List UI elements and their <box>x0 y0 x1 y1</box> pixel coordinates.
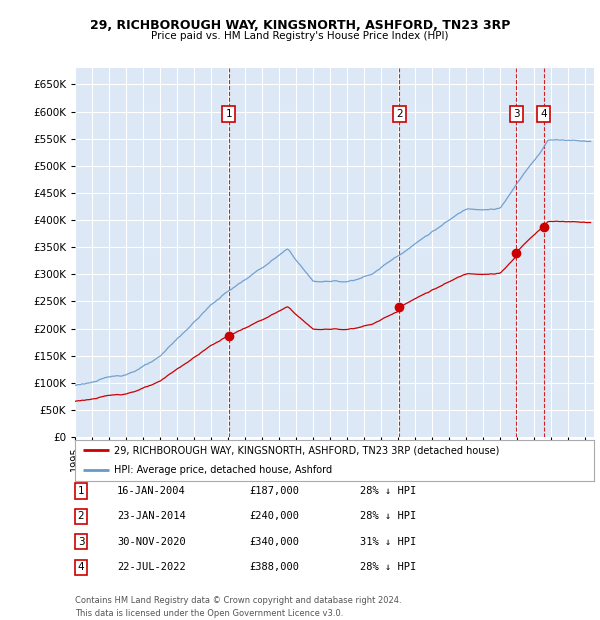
Text: 3: 3 <box>77 537 85 547</box>
Text: Contains HM Land Registry data © Crown copyright and database right 2024.: Contains HM Land Registry data © Crown c… <box>75 596 401 605</box>
Text: 31% ↓ HPI: 31% ↓ HPI <box>360 537 416 547</box>
Text: 2: 2 <box>396 109 403 119</box>
Text: 16-JAN-2004: 16-JAN-2004 <box>117 486 186 496</box>
Text: 28% ↓ HPI: 28% ↓ HPI <box>360 512 416 521</box>
Text: 1: 1 <box>226 109 232 119</box>
Text: 4: 4 <box>77 562 85 572</box>
Text: Price paid vs. HM Land Registry's House Price Index (HPI): Price paid vs. HM Land Registry's House … <box>151 31 449 41</box>
Text: £187,000: £187,000 <box>249 486 299 496</box>
Text: 22-JUL-2022: 22-JUL-2022 <box>117 562 186 572</box>
Text: 3: 3 <box>513 109 520 119</box>
Text: £240,000: £240,000 <box>249 512 299 521</box>
Text: 28% ↓ HPI: 28% ↓ HPI <box>360 562 416 572</box>
Text: This data is licensed under the Open Government Licence v3.0.: This data is licensed under the Open Gov… <box>75 609 343 619</box>
Text: 29, RICHBOROUGH WAY, KINGSNORTH, ASHFORD, TN23 3RP: 29, RICHBOROUGH WAY, KINGSNORTH, ASHFORD… <box>90 19 510 32</box>
Text: 1: 1 <box>77 486 85 496</box>
Text: £388,000: £388,000 <box>249 562 299 572</box>
Text: 29, RICHBOROUGH WAY, KINGSNORTH, ASHFORD, TN23 3RP (detached house): 29, RICHBOROUGH WAY, KINGSNORTH, ASHFORD… <box>114 445 499 455</box>
Text: 4: 4 <box>541 109 547 119</box>
Text: £340,000: £340,000 <box>249 537 299 547</box>
Text: 30-NOV-2020: 30-NOV-2020 <box>117 537 186 547</box>
Text: HPI: Average price, detached house, Ashford: HPI: Average price, detached house, Ashf… <box>114 466 332 476</box>
Text: 23-JAN-2014: 23-JAN-2014 <box>117 512 186 521</box>
Text: 2: 2 <box>77 512 85 521</box>
Text: 28% ↓ HPI: 28% ↓ HPI <box>360 486 416 496</box>
